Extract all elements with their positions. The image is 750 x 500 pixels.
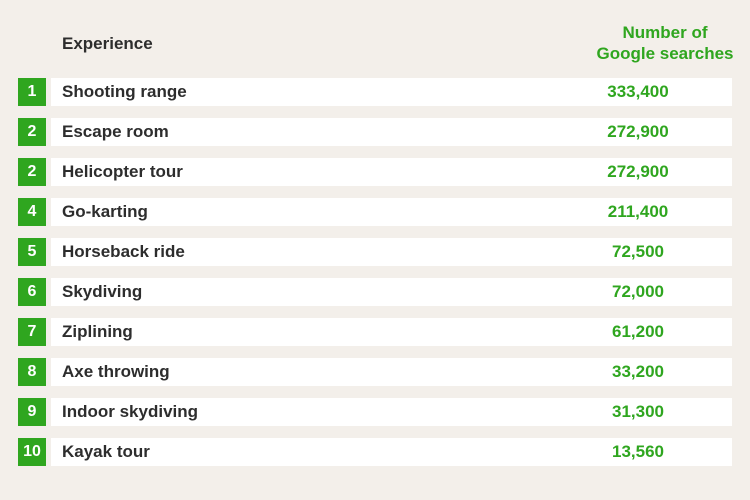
row-background bbox=[51, 198, 732, 226]
row-background bbox=[51, 278, 732, 306]
row-background bbox=[51, 118, 732, 146]
searches-value: 72,000 bbox=[612, 282, 664, 301]
experience-label: Kayak tour bbox=[62, 442, 150, 461]
experience-label: Axe throwing bbox=[62, 362, 170, 381]
experience-label: Go-karting bbox=[62, 202, 148, 221]
experience-label: Escape room bbox=[62, 122, 169, 141]
row-background bbox=[51, 318, 732, 346]
table-row: 7 Ziplining 61,200 bbox=[18, 318, 732, 346]
rank-badge: 4 bbox=[18, 198, 46, 226]
searches-value: 272,900 bbox=[607, 162, 669, 181]
searches-value: 31,300 bbox=[612, 402, 664, 421]
experience-label: Shooting range bbox=[62, 82, 187, 101]
table-row: 2 Helicopter tour 272,900 bbox=[18, 158, 732, 186]
searches-value: 333,400 bbox=[607, 82, 669, 101]
rank-badge: 6 bbox=[18, 278, 46, 306]
table-row: 10 Kayak tour 13,560 bbox=[18, 438, 732, 466]
table-row: 8 Axe throwing 33,200 bbox=[18, 358, 732, 386]
experience-label: Horseback ride bbox=[62, 242, 185, 261]
searches-value: 61,200 bbox=[612, 322, 664, 341]
searches-value: 211,400 bbox=[607, 202, 669, 221]
table-row: 6 Skydiving 72,000 bbox=[18, 278, 732, 306]
searches-header-line-2: Google searches bbox=[596, 44, 734, 63]
searches-value: 272,900 bbox=[607, 122, 669, 141]
experience-column-header: Experience bbox=[62, 34, 153, 53]
rank-badge: 2 bbox=[18, 118, 46, 146]
rank-badge: 2 bbox=[18, 158, 46, 186]
row-background bbox=[51, 238, 732, 266]
rank-badge: 1 bbox=[18, 78, 46, 106]
row-background bbox=[51, 438, 732, 466]
experience-label: Helicopter tour bbox=[62, 162, 183, 181]
searches-value: 72,500 bbox=[612, 242, 664, 261]
row-background bbox=[51, 78, 732, 106]
table-row: 4 Go-karting 211,400 bbox=[18, 198, 732, 226]
searches-header-line-1: Number of bbox=[622, 23, 708, 42]
rank-badge: 8 bbox=[18, 358, 46, 386]
table-row: 1 Shooting range 333,400 bbox=[18, 78, 732, 106]
rank-badge: 9 bbox=[18, 398, 46, 426]
searches-value: 13,560 bbox=[612, 442, 664, 461]
experience-label: Ziplining bbox=[62, 322, 133, 341]
rank-badge: 7 bbox=[18, 318, 46, 346]
experience-label: Skydiving bbox=[62, 282, 143, 301]
row-background bbox=[51, 398, 732, 426]
table-row: 9 Indoor skydiving 31,300 bbox=[18, 398, 732, 426]
experience-label: Indoor skydiving bbox=[62, 402, 199, 421]
table-row: 2 Escape room 272,900 bbox=[18, 118, 732, 146]
row-background bbox=[51, 358, 732, 386]
searches-value: 33,200 bbox=[612, 362, 664, 381]
table-row: 5 Horseback ride 72,500 bbox=[18, 238, 732, 266]
searches-column-header: Number of Google searches bbox=[540, 22, 750, 64]
row-background bbox=[51, 158, 732, 186]
rank-badge: 10 bbox=[18, 438, 46, 466]
rank-badge: 5 bbox=[18, 238, 46, 266]
